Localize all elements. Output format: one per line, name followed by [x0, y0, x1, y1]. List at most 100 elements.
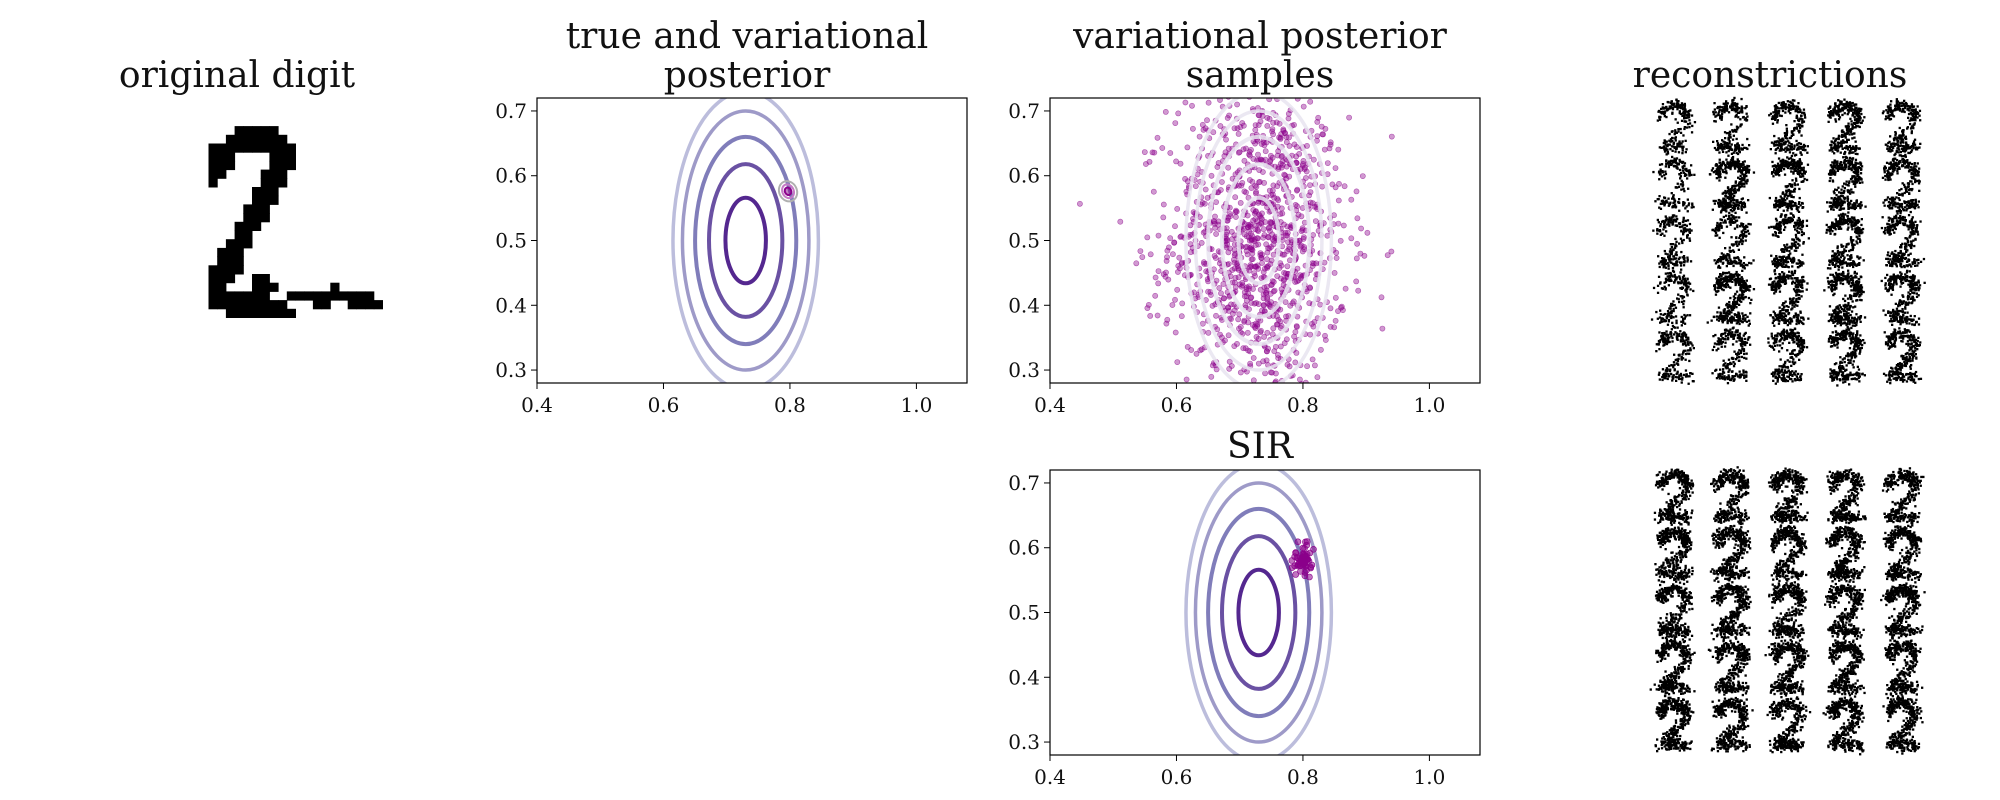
recon-pixel	[1728, 249, 1731, 252]
digit-pixel	[208, 160, 218, 171]
recon-pixel	[1729, 167, 1732, 171]
recon-pixel	[1747, 222, 1750, 226]
recon-pixel	[1789, 190, 1792, 193]
recon-pixel	[1855, 124, 1858, 128]
recon-pixel	[1848, 163, 1851, 167]
recon-pixel	[1844, 167, 1847, 170]
sample-point	[1255, 360, 1262, 367]
recon-pixel	[1686, 236, 1689, 239]
recon-pixel	[1887, 149, 1890, 153]
sample-point	[1250, 355, 1257, 361]
recon-pixel	[1682, 216, 1685, 219]
recon-pixel	[1897, 151, 1900, 154]
recon-pixel	[1743, 146, 1746, 149]
recon-pixel	[1896, 172, 1899, 175]
digit-pixel	[208, 291, 218, 301]
recon-pixel	[1773, 206, 1776, 209]
recon-pixel	[1741, 242, 1744, 246]
recon-pixel	[1728, 202, 1731, 205]
x-tick-label: 0.6	[1161, 765, 1193, 789]
recon-pixel	[1681, 140, 1684, 143]
recon-pixel	[1853, 171, 1856, 174]
sample-point	[1174, 359, 1181, 365]
sample-point	[1252, 126, 1259, 133]
recon-pixel	[1670, 192, 1673, 195]
recon-pixel	[1910, 180, 1913, 183]
recon-pixel	[1777, 166, 1781, 170]
sample-point	[1331, 269, 1338, 276]
recon-pixel	[1728, 134, 1731, 137]
sample-point	[1312, 218, 1319, 224]
recon-pixel	[1904, 153, 1907, 157]
recon-pixel	[1731, 189, 1734, 192]
recon-pixel	[1732, 151, 1735, 154]
recon-pixel	[1720, 116, 1723, 120]
recon-pixel	[1677, 151, 1681, 154]
recon-pixel	[1727, 144, 1730, 147]
sir-sample-point	[1294, 538, 1302, 546]
recon-pixel	[1712, 110, 1715, 114]
recon-pixel	[1686, 233, 1689, 237]
recon-pixel	[1788, 249, 1791, 253]
recon-pixel	[1856, 173, 1859, 176]
sample-point	[1266, 116, 1273, 122]
sample-point	[1228, 228, 1235, 235]
recon-pixel	[1679, 262, 1683, 265]
recon-pixel	[1791, 265, 1794, 268]
recon-pixel	[1883, 204, 1886, 207]
recon-pixel	[1846, 183, 1849, 187]
recon-pixel	[1918, 167, 1921, 170]
recon-pixel	[1732, 134, 1735, 137]
recon-pixel	[1728, 211, 1731, 215]
recon-pixel	[1831, 150, 1834, 153]
recon-pixel	[1784, 185, 1787, 188]
sample-point	[1353, 255, 1360, 262]
digit-pixel	[243, 126, 253, 136]
recon-pixel	[1721, 208, 1724, 211]
recon-pixel	[1683, 223, 1687, 227]
sample-point	[1255, 151, 1261, 158]
sample-point	[1281, 221, 1287, 228]
sample-point	[1297, 442, 1302, 447]
recon-pixel	[1796, 226, 1799, 229]
recon-pixel	[1725, 191, 1729, 194]
recon-pixel	[1898, 154, 1901, 157]
recon-pixel	[1737, 126, 1740, 129]
recon-pixel	[1859, 172, 1863, 175]
recon-pixel	[1857, 178, 1860, 181]
recon-pixel	[1736, 225, 1739, 229]
recon-pixel	[1743, 265, 1746, 268]
recon-pixel	[1910, 168, 1913, 172]
recon-pixel	[1912, 146, 1915, 149]
recon-pixel	[1841, 185, 1844, 188]
recon-pixel	[1729, 217, 1732, 220]
sample-point	[1271, 287, 1278, 294]
recon-pixel	[1894, 163, 1898, 166]
recon-pixel	[1784, 245, 1787, 249]
sample-point	[1215, 221, 1222, 228]
sample-point	[1150, 188, 1157, 195]
recon-pixel	[1728, 190, 1731, 193]
recon-pixel	[1737, 207, 1740, 210]
recon-pixel	[1806, 151, 1809, 154]
recon-pixel	[1795, 262, 1798, 265]
recon-pixel	[1913, 138, 1917, 141]
sample-point	[1278, 262, 1285, 269]
recon-pixel	[1913, 163, 1916, 166]
recon-pixel	[1791, 104, 1794, 107]
sample-point	[1307, 182, 1313, 188]
recon-pixel	[1741, 182, 1744, 185]
sample-point	[1231, 279, 1238, 286]
sample-point	[1304, 387, 1309, 392]
recon-pixel	[1665, 108, 1669, 111]
sample-point	[1263, 357, 1270, 364]
recon-pixel	[1839, 198, 1842, 201]
recon-pixel	[1776, 140, 1779, 143]
recon-pixel	[1744, 235, 1747, 238]
recon-pixel	[1799, 117, 1803, 120]
recon-pixel	[1665, 160, 1668, 163]
sample-point	[1155, 280, 1162, 287]
sample-point	[1275, 355, 1282, 361]
panel-sir: 0.4 0.6 0.8 1.00.30.40.50.60.7	[1008, 469, 1481, 789]
recon-pixel	[1782, 201, 1785, 204]
